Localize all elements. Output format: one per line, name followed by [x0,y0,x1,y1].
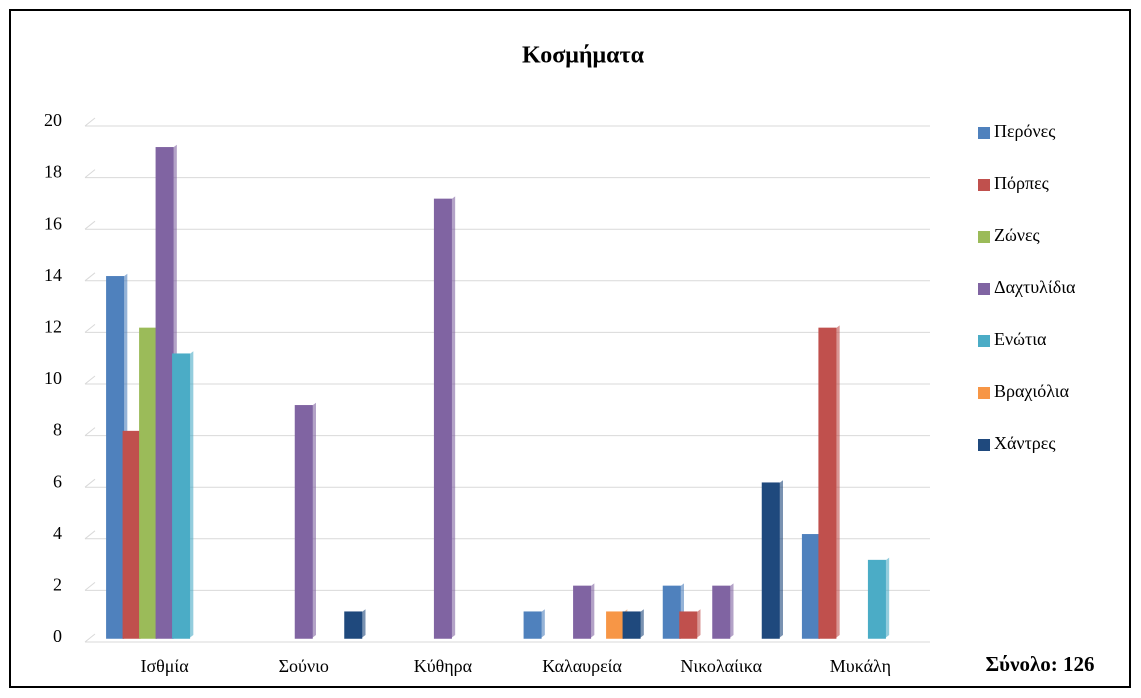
x-tick-label: Μυκάλη [830,656,891,676]
bar [172,353,191,639]
bar-side [696,609,701,638]
annotation: Σύνολο: 126 [985,652,1094,676]
y-tick-label: 2 [53,575,62,595]
y-tick-label: 16 [44,213,62,233]
grid-line-depth [84,117,96,127]
bar-side [639,609,644,638]
grid-line-depth [84,272,96,282]
grid-line-depth [84,633,96,643]
bar-side [540,609,545,638]
grid-line-depth [84,169,96,178]
grid-line-depth [84,530,96,540]
legend-label: Χάντρες [994,433,1055,453]
y-tick-label: 14 [44,265,62,285]
y-tick-label: 8 [53,420,62,440]
bar [122,430,141,639]
chart-title: Κοσμήματα [522,43,645,69]
bar-side [361,609,366,638]
bar-side [779,480,783,638]
legend-swatch [978,387,990,399]
legend-swatch [978,127,990,139]
x-tick-label: Νικολαίικα [680,656,762,676]
frame [9,9,1131,688]
legend-swatch [978,439,990,451]
x-tick-label: Κύθηρα [414,656,473,676]
grid-line-depth [84,375,96,385]
y-tick-label: 18 [44,162,62,182]
legend-label: Περόνες [994,121,1055,141]
legend-label: Βραχιόλια [994,381,1070,401]
y-tick-label: 0 [53,626,62,646]
legend-label: Ζώνες [994,225,1040,245]
y-tick-label: 6 [53,471,62,491]
y-tick-label: 12 [44,317,62,337]
bar [139,327,158,639]
bar-side [189,351,194,638]
bar [344,611,363,639]
x-tick-label: Σούνιο [279,656,329,676]
legend-label: Ενώτια [994,329,1047,349]
bar-side [835,325,840,638]
bar [294,405,313,639]
x-tick-label: Καλαυρεία [542,656,622,676]
bar [106,276,125,639]
x-tick-label: Ισθμία [140,656,189,676]
bar-side [729,583,734,638]
bar [818,327,837,639]
bar [155,147,174,639]
legend-label: Δαχτυλίδια [994,277,1076,297]
legend-swatch [978,231,990,243]
grid-line-depth [84,324,96,333]
y-tick-label: 20 [44,110,62,130]
y-tick-label: 10 [44,368,62,388]
legend-swatch [978,335,990,347]
bar [867,559,886,639]
bar [606,611,625,639]
legend-swatch [978,179,990,191]
grid-line-depth [84,478,96,488]
bar-side [312,402,316,638]
bar [433,198,452,639]
legend-swatch [978,283,990,295]
grid-line-depth [84,427,96,436]
bar-side [885,557,890,638]
grid-line-depth [84,220,96,230]
bar [761,482,780,639]
bar [523,611,542,639]
bar-side [590,583,595,638]
bar-side [451,196,456,638]
y-tick-label: 4 [53,523,62,543]
bar [801,534,820,639]
bar [573,585,592,639]
bar [712,585,731,639]
bar [662,585,681,639]
legend-label: Πόρπες [994,173,1049,193]
grid-line-depth [84,582,96,591]
bar [679,611,698,639]
bar [622,611,641,639]
